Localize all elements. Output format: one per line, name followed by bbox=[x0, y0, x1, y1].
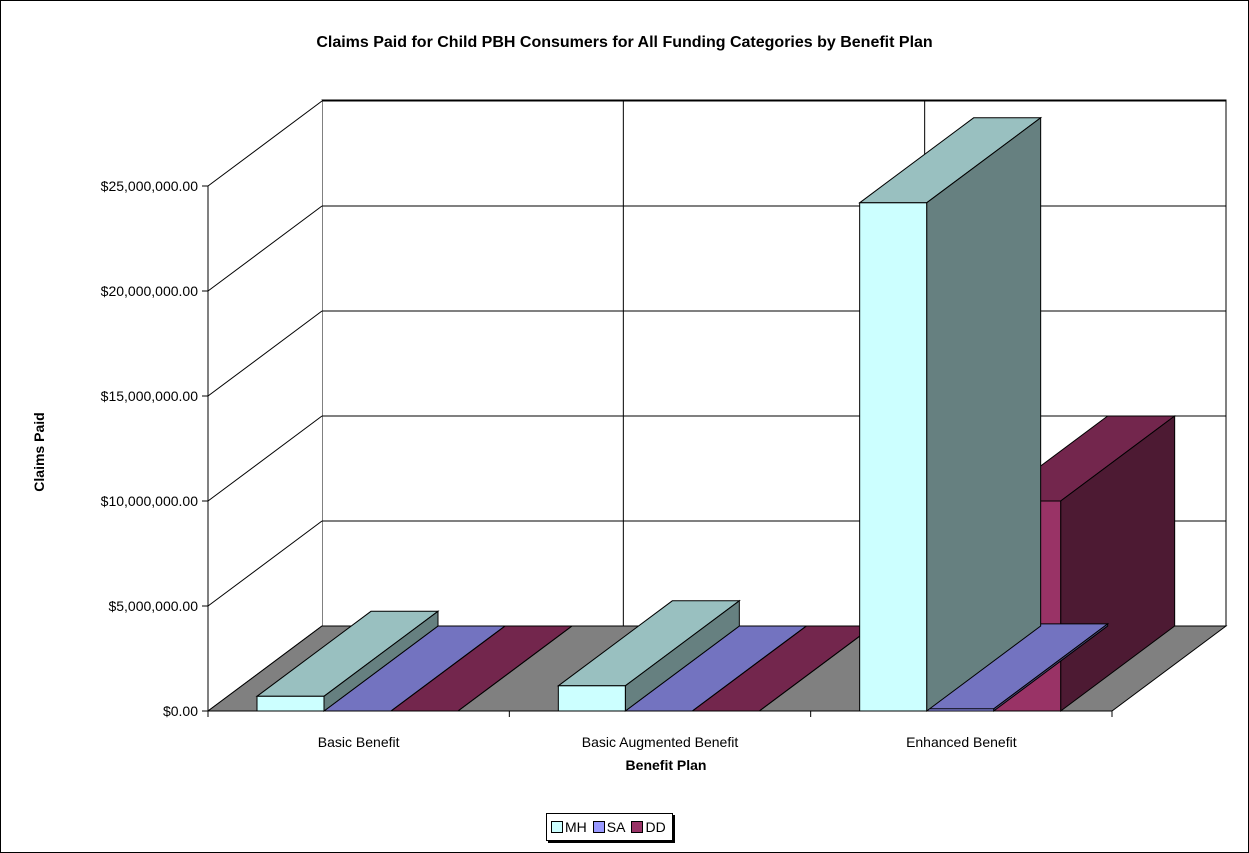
side-wall bbox=[208, 100, 322, 711]
bar-front bbox=[557, 685, 626, 712]
legend-item-mh: MH bbox=[551, 819, 587, 835]
legend-item-dd: DD bbox=[631, 819, 666, 835]
chart-legend: MH SA DD bbox=[546, 813, 673, 841]
legend-item-sa: SA bbox=[592, 819, 626, 835]
bar-front bbox=[926, 708, 995, 712]
side-gridline bbox=[207, 415, 323, 502]
bar-side bbox=[457, 625, 573, 712]
y-axis-title: Claims Paid bbox=[31, 412, 47, 491]
y-tick-label: $5,000,000.00 bbox=[108, 598, 198, 614]
bar-mh-2 bbox=[858, 116, 1043, 712]
y-axis-ticks: $0.00 $5,000,000.00 $10,000,000.00 $15,000,… bbox=[101, 178, 208, 719]
bar-front bbox=[256, 695, 325, 712]
bar-front bbox=[859, 202, 928, 712]
chart-bars bbox=[255, 116, 1177, 712]
bar-mh-0 bbox=[255, 610, 440, 712]
x-tick-label: Enhanced Benefit bbox=[906, 734, 1017, 750]
side-gridline bbox=[207, 100, 323, 187]
legend-swatch bbox=[592, 821, 605, 833]
y-tick-label: $25,000,000.00 bbox=[101, 178, 199, 194]
legend-label: DD bbox=[645, 819, 666, 835]
legend-label: MH bbox=[565, 819, 587, 835]
y-tick-label: $20,000,000.00 bbox=[101, 283, 199, 299]
legend-label: SA bbox=[606, 819, 626, 835]
y-tick-label: $15,000,000.00 bbox=[101, 388, 199, 404]
legend-swatch bbox=[551, 821, 563, 833]
chart-title: Claims Paid for Child PBH Consumers for … bbox=[316, 34, 933, 51]
side-gridline bbox=[207, 520, 323, 607]
bar-side bbox=[926, 116, 1042, 712]
y-tick-label: $0.00 bbox=[163, 703, 198, 719]
y-tick-label: $10,000,000.00 bbox=[101, 493, 199, 509]
legend-swatch bbox=[631, 821, 644, 833]
bar-side bbox=[692, 625, 807, 712]
x-tick-label: Basic Benefit bbox=[318, 734, 400, 750]
bar-side bbox=[390, 625, 506, 712]
side-gridline bbox=[207, 310, 323, 397]
x-axis-title: Benefit Plan bbox=[626, 757, 707, 773]
bar-sa-2 bbox=[925, 622, 1110, 712]
bar-mh-1 bbox=[556, 599, 741, 712]
x-tick-label: Basic Augmented Benefit bbox=[582, 734, 739, 750]
side-gridline bbox=[207, 205, 323, 292]
x-axis-ticks: Basic Benefit Basic Augmented Benefit Enha… bbox=[207, 711, 1113, 750]
